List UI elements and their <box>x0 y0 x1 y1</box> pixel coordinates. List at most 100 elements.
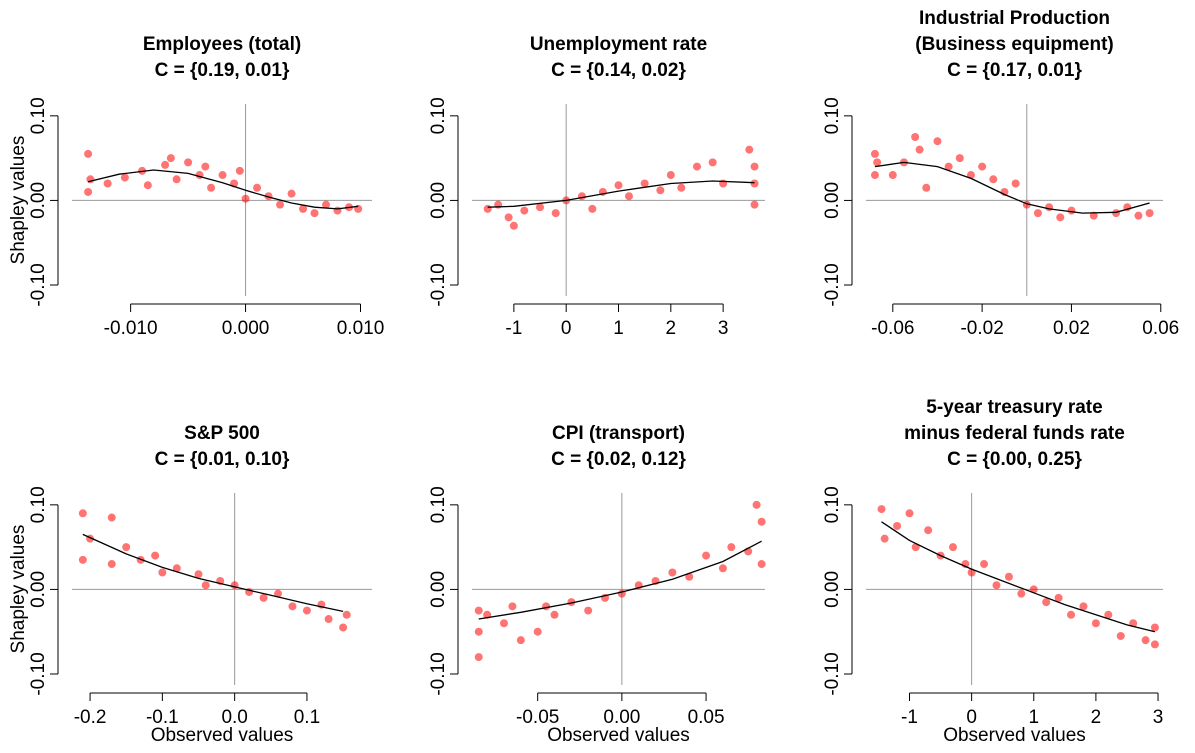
x-tick-label: 0.02 <box>1053 318 1090 339</box>
point <box>172 564 181 573</box>
point <box>1141 636 1150 645</box>
point <box>1150 623 1159 632</box>
point <box>107 560 116 569</box>
point <box>893 521 902 530</box>
x-tick-label: -1 <box>505 318 522 339</box>
point <box>1104 610 1113 619</box>
point <box>1067 610 1076 619</box>
panel-title: C = {0.00, 0.25} <box>947 449 1082 470</box>
x-tick-label: -0.1 <box>146 707 179 728</box>
point <box>84 149 93 158</box>
fit-line <box>874 161 1150 214</box>
y-tick-label: 0.10 <box>428 97 449 134</box>
x-tick-label: 0.06 <box>1142 318 1179 339</box>
point <box>310 209 319 218</box>
point <box>692 162 701 171</box>
point <box>1116 631 1125 640</box>
point <box>120 173 129 182</box>
x-tick-label: 0.1 <box>294 707 320 728</box>
point <box>1145 209 1154 218</box>
point <box>880 534 889 543</box>
panel-title: 5-year treasury rate <box>926 397 1102 418</box>
x-tick-label: 0.0 <box>221 707 247 728</box>
x-tick-label: 0 <box>966 707 977 728</box>
panel-title: CPI (transport) <box>552 423 685 444</box>
y-tick-label: 0.10 <box>428 486 449 523</box>
x-axis-label: Observed values <box>943 725 1086 746</box>
point <box>84 187 93 196</box>
point <box>1067 206 1076 215</box>
point <box>567 598 576 607</box>
point <box>588 204 597 213</box>
point <box>207 183 216 192</box>
x-tick-label: 2 <box>666 318 677 339</box>
point <box>656 186 665 195</box>
point <box>241 194 250 203</box>
point <box>924 526 933 535</box>
point <box>750 162 759 171</box>
point <box>980 560 989 569</box>
point <box>944 162 953 171</box>
point <box>1089 211 1098 220</box>
point <box>550 610 559 619</box>
point <box>640 179 649 188</box>
point <box>324 615 333 624</box>
point <box>933 137 942 146</box>
point <box>542 602 551 611</box>
point <box>474 653 483 662</box>
point <box>184 158 193 167</box>
fit-line <box>487 180 755 208</box>
y-tick-label: -0.10 <box>28 263 49 306</box>
point <box>922 183 931 192</box>
point <box>172 175 181 184</box>
x-tick-label: -1 <box>901 707 918 728</box>
point <box>194 570 203 579</box>
point <box>870 149 879 158</box>
point <box>161 160 170 169</box>
point <box>103 179 112 188</box>
x-tick-label: 0.010 <box>337 318 385 339</box>
panel-title: C = {0.19, 0.01} <box>155 60 290 81</box>
point <box>509 221 518 230</box>
point <box>143 181 152 190</box>
point <box>483 204 492 213</box>
y-tick-label: 0.10 <box>822 486 843 523</box>
point <box>520 206 529 215</box>
point <box>276 200 285 209</box>
point <box>288 602 297 611</box>
panel-title: S&P 500 <box>184 423 260 444</box>
y-tick-label: 0.10 <box>822 97 843 134</box>
fit-line <box>87 169 359 210</box>
x-tick-label: 0.000 <box>222 318 270 339</box>
x-tick-label: -0.06 <box>871 318 914 339</box>
y-tick-label: 0.00 <box>28 182 49 219</box>
panel-title: Unemployment rate <box>530 34 707 55</box>
fit-line <box>881 521 1156 633</box>
point <box>873 158 882 167</box>
point <box>750 179 759 188</box>
point <box>302 606 311 615</box>
x-tick-label: 0.00 <box>603 707 640 728</box>
fit-line <box>478 540 762 620</box>
point <box>1079 602 1088 611</box>
point <box>702 551 711 560</box>
point <box>122 543 131 552</box>
point <box>218 171 227 180</box>
point <box>708 158 717 167</box>
point <box>86 175 95 184</box>
y-tick-label: 0.00 <box>428 182 449 219</box>
point <box>201 581 210 590</box>
point <box>504 213 513 222</box>
fit-line <box>82 533 344 613</box>
point <box>166 154 175 163</box>
y-tick-label: 0.00 <box>822 571 843 608</box>
point <box>668 568 677 577</box>
point <box>911 132 920 141</box>
x-tick-label: -0.010 <box>104 318 158 339</box>
point <box>1011 179 1020 188</box>
point <box>955 154 964 163</box>
y-tick-label: 0.00 <box>28 571 49 608</box>
x-tick-label: 1 <box>613 318 624 339</box>
point <box>235 166 244 175</box>
